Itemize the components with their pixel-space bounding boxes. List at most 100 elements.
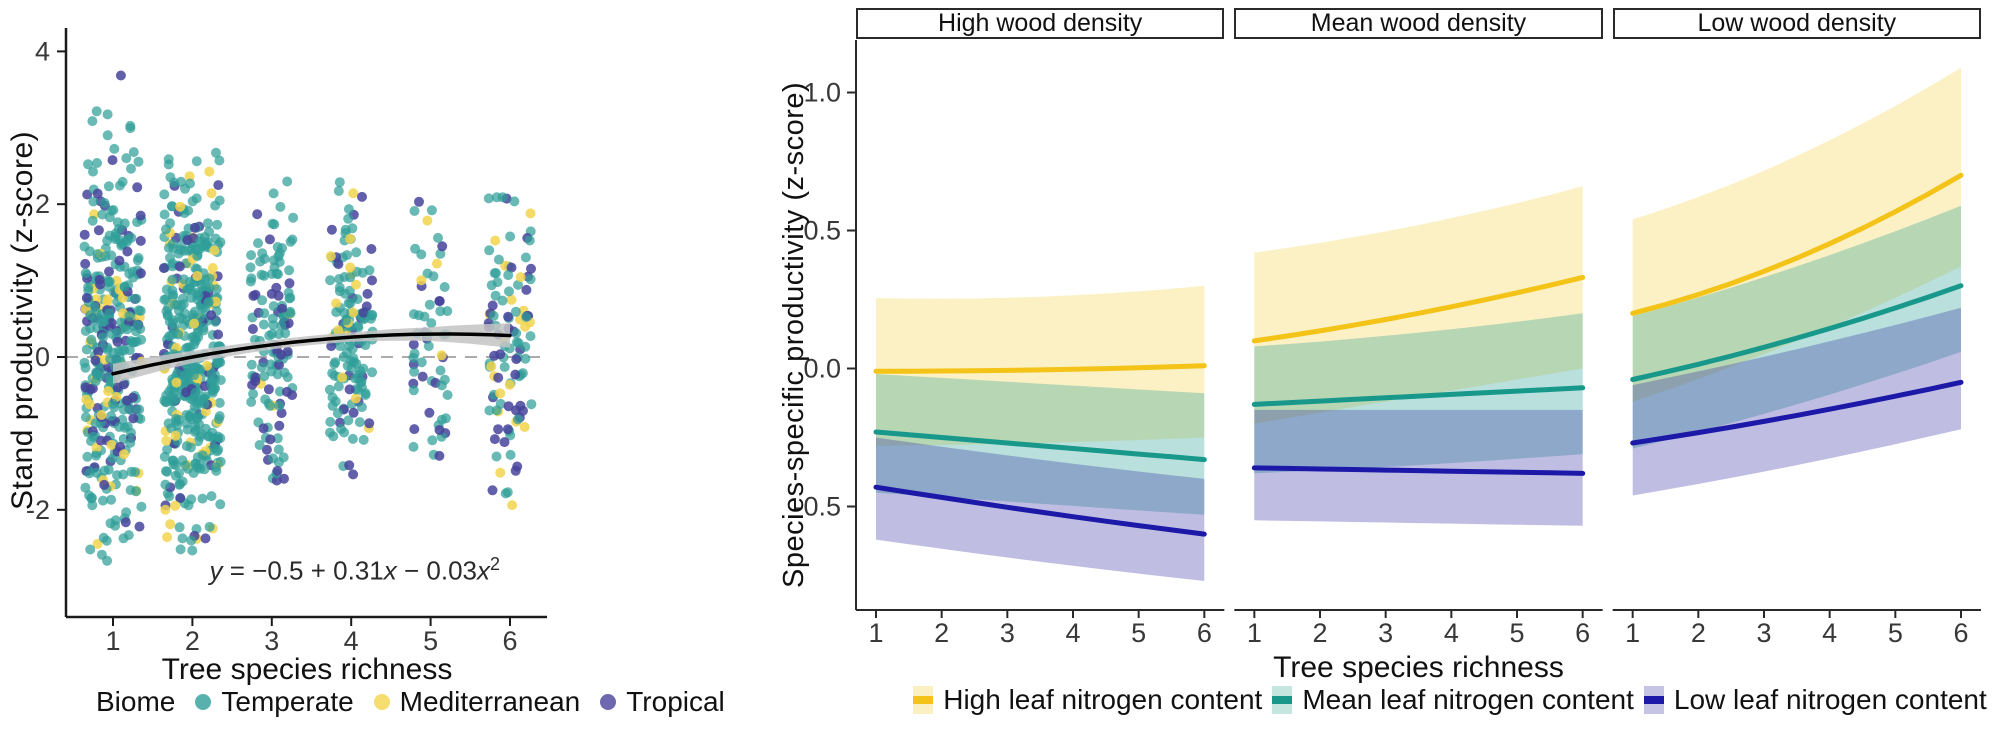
data-point bbox=[182, 424, 193, 435]
data-point bbox=[114, 234, 125, 245]
data-point bbox=[135, 235, 146, 246]
data-point bbox=[192, 251, 203, 262]
data-point bbox=[118, 379, 129, 390]
data-point bbox=[189, 370, 199, 381]
data-point bbox=[102, 297, 113, 308]
data-point bbox=[334, 177, 345, 188]
data-point bbox=[440, 413, 451, 424]
data-point bbox=[490, 290, 501, 301]
data-point bbox=[190, 387, 201, 398]
data-point bbox=[126, 336, 136, 346]
data-point bbox=[125, 485, 136, 496]
data-point bbox=[83, 282, 94, 293]
data-point bbox=[426, 318, 437, 329]
data-point bbox=[272, 433, 283, 444]
data-point bbox=[266, 288, 277, 299]
data-point bbox=[104, 308, 115, 319]
data-point bbox=[95, 435, 106, 446]
data-point bbox=[99, 479, 110, 490]
data-point bbox=[207, 263, 218, 273]
data-point bbox=[434, 296, 445, 307]
data-point bbox=[520, 353, 531, 364]
data-point bbox=[526, 263, 536, 274]
data-point bbox=[99, 197, 110, 208]
data-point bbox=[186, 535, 197, 546]
data-point bbox=[93, 346, 104, 357]
data-point bbox=[178, 274, 189, 285]
data-point bbox=[510, 465, 521, 476]
y-tick-label: 4 bbox=[35, 36, 50, 66]
data-point bbox=[132, 320, 143, 331]
data-point bbox=[525, 274, 536, 285]
data-point bbox=[192, 271, 203, 281]
data-point bbox=[353, 369, 364, 380]
data-point bbox=[258, 423, 269, 434]
data-point bbox=[351, 247, 362, 258]
data-point bbox=[351, 279, 361, 290]
data-point bbox=[435, 365, 446, 376]
data-point bbox=[206, 367, 217, 378]
data-point bbox=[278, 452, 289, 463]
data-point bbox=[160, 504, 171, 515]
data-point bbox=[204, 166, 215, 177]
data-point bbox=[424, 299, 435, 310]
confidence-ribbon bbox=[876, 437, 1205, 581]
data-point bbox=[331, 298, 342, 309]
x-tick-label: 4 bbox=[1822, 618, 1837, 648]
x-tick-label: 6 bbox=[502, 626, 517, 656]
data-point bbox=[213, 329, 224, 340]
data-point bbox=[117, 344, 128, 355]
data-point bbox=[340, 288, 351, 299]
data-point bbox=[488, 310, 499, 321]
data-point bbox=[122, 236, 132, 247]
data-point bbox=[121, 153, 132, 164]
data-point bbox=[248, 290, 259, 301]
data-point bbox=[87, 116, 98, 127]
data-point bbox=[214, 155, 225, 166]
data-point bbox=[245, 262, 256, 273]
data-point bbox=[112, 336, 123, 347]
x-tick-label: 3 bbox=[1756, 618, 1771, 648]
data-point bbox=[181, 343, 191, 354]
data-point bbox=[126, 466, 137, 477]
data-point bbox=[335, 341, 346, 352]
data-point bbox=[112, 327, 123, 338]
data-point bbox=[90, 376, 101, 387]
data-point bbox=[174, 522, 185, 533]
data-point bbox=[340, 224, 351, 235]
data-point bbox=[487, 300, 498, 311]
data-point bbox=[288, 212, 299, 223]
data-point bbox=[434, 450, 445, 461]
data-point bbox=[133, 156, 144, 167]
x-tick-label: 2 bbox=[1691, 618, 1706, 648]
data-point bbox=[119, 218, 130, 229]
data-point bbox=[416, 275, 427, 286]
data-point bbox=[326, 341, 337, 352]
data-point bbox=[101, 535, 112, 546]
data-point bbox=[442, 306, 453, 317]
confidence-ribbon bbox=[1254, 409, 1583, 526]
biome-legend-title: Biome bbox=[96, 686, 176, 717]
data-point bbox=[85, 384, 96, 395]
legend-item-low-nitrogen: Low leaf nitrogen content bbox=[1643, 684, 1987, 716]
data-point bbox=[121, 507, 132, 518]
equation-part2: − 0.03 bbox=[396, 555, 477, 586]
data-point bbox=[213, 414, 224, 425]
data-point bbox=[103, 386, 114, 397]
data-point bbox=[210, 296, 221, 307]
data-point bbox=[186, 284, 197, 295]
data-point bbox=[166, 423, 177, 434]
data-point bbox=[259, 371, 270, 382]
y-tick-label: 0.0 bbox=[803, 354, 841, 384]
data-point bbox=[484, 245, 495, 256]
data-point bbox=[174, 261, 185, 272]
data-point bbox=[343, 298, 354, 309]
data-point bbox=[282, 176, 293, 187]
data-point bbox=[337, 372, 348, 383]
x-tick-label: 6 bbox=[1575, 618, 1590, 648]
data-point bbox=[512, 414, 523, 425]
data-point bbox=[409, 424, 420, 435]
data-point bbox=[437, 241, 448, 252]
data-point bbox=[91, 450, 102, 461]
data-point bbox=[364, 265, 375, 276]
